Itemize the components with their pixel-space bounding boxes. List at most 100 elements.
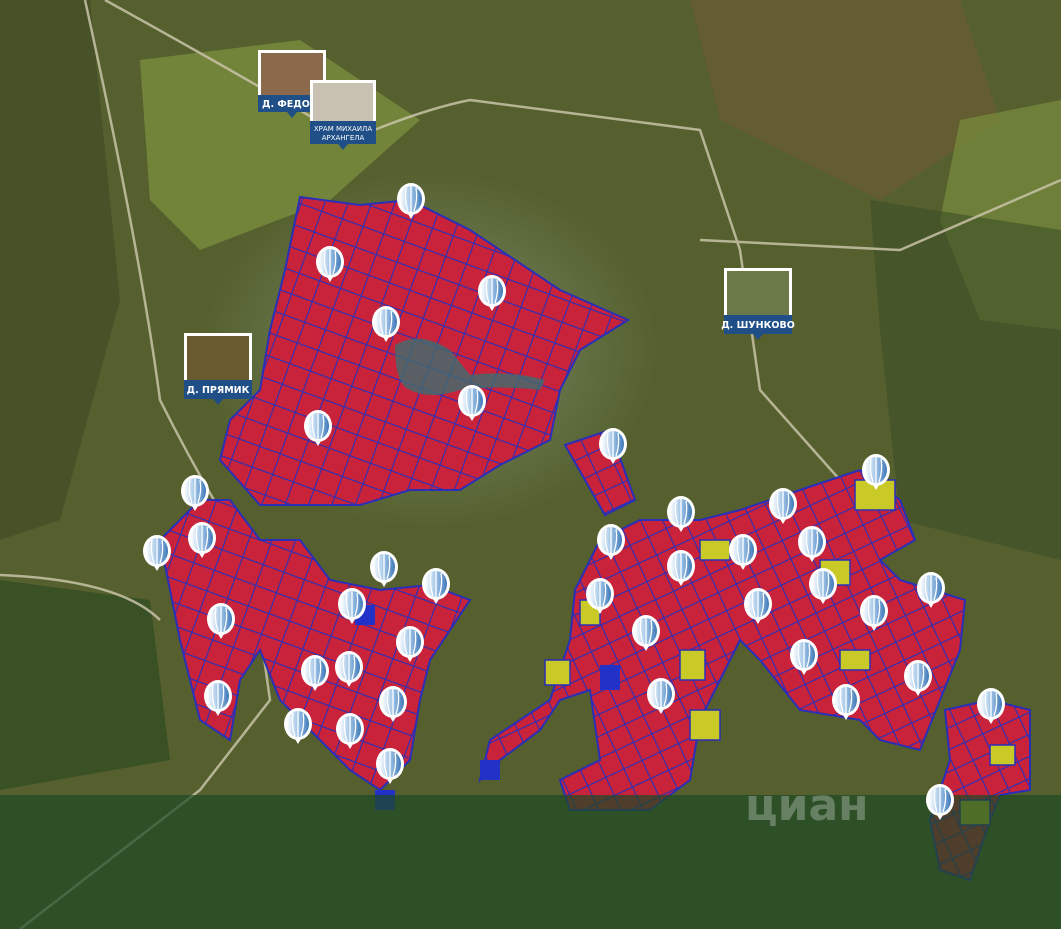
place-label: Д. ШУНКОВО — [721, 320, 795, 331]
card-bar — [724, 315, 792, 334]
balloon-marker[interactable] — [379, 686, 407, 722]
card-photo — [727, 271, 789, 315]
marker-stripes — [736, 537, 750, 563]
balloon-marker[interactable] — [316, 246, 344, 282]
forest-band — [0, 795, 1061, 929]
marker-stripes — [805, 529, 819, 555]
balloon-marker[interactable] — [586, 578, 614, 614]
marker-stripes — [751, 591, 765, 617]
balloon-marker[interactable] — [926, 784, 954, 820]
balloon-marker[interactable] — [632, 615, 660, 651]
balloon-marker[interactable] — [336, 713, 364, 749]
marker-stripes — [924, 575, 938, 601]
marker-stripes — [674, 553, 688, 579]
place-label: Д. ФЕДОВО — [262, 99, 325, 110]
balloon-marker[interactable] — [204, 680, 232, 716]
marker-stripes — [797, 642, 811, 668]
balloon-marker[interactable] — [832, 684, 860, 720]
balloon-marker[interactable] — [422, 568, 450, 604]
marker-stripes — [343, 716, 357, 742]
balloon-marker[interactable] — [744, 588, 772, 624]
balloon-marker[interactable] — [667, 496, 695, 532]
marker-stripes — [377, 554, 391, 580]
marker-stripes — [869, 457, 883, 483]
marker-stripes — [404, 186, 418, 212]
balloon-marker[interactable] — [458, 385, 486, 421]
marker-stripes — [188, 478, 202, 504]
balloon-marker[interactable] — [376, 748, 404, 784]
balloon-marker[interactable] — [860, 595, 888, 631]
marker-stripes — [593, 581, 607, 607]
marker-stripes — [654, 681, 668, 707]
place-label: Д. ПРЯМИК — [187, 385, 250, 396]
card-pointer — [213, 399, 223, 405]
place-card: Д. ПРЯМИК — [184, 333, 252, 405]
watermark: циан — [745, 780, 869, 831]
balloon-marker[interactable] — [809, 568, 837, 604]
balloon-marker[interactable] — [143, 535, 171, 571]
balloon-marker[interactable] — [729, 534, 757, 570]
balloon-marker[interactable] — [284, 708, 312, 744]
balloon-marker[interactable] — [397, 183, 425, 219]
balloon-marker[interactable] — [977, 688, 1005, 724]
balloon-marker[interactable] — [790, 639, 818, 675]
balloon-marker[interactable] — [304, 410, 332, 446]
field — [690, 0, 1000, 200]
marker-stripes — [311, 413, 325, 439]
marker-stripes — [386, 689, 400, 715]
balloon-marker[interactable] — [207, 603, 235, 639]
forest — [0, 580, 170, 790]
marker-stripes — [984, 691, 998, 717]
marker-stripes — [839, 687, 853, 713]
marker-stripes — [639, 618, 653, 644]
balloon-marker[interactable] — [181, 475, 209, 511]
balloon-marker[interactable] — [798, 526, 826, 562]
place-label: ХРАМ МИХАИЛА — [314, 125, 372, 133]
balloon-marker[interactable] — [301, 655, 329, 691]
marker-stripes — [485, 278, 499, 304]
balloon-marker[interactable] — [862, 454, 890, 490]
marker-stripes — [308, 658, 322, 684]
yellow-plots — [544, 479, 1016, 826]
markers — [143, 183, 1005, 820]
marker-stripes — [211, 683, 225, 709]
forest — [0, 0, 120, 540]
pond — [395, 338, 545, 395]
place-card: Д. ШУНКОВО — [721, 268, 795, 340]
place-card: ХРАМ МИХАИЛА АРХАНГЕЛА — [310, 80, 376, 150]
marker-stripes — [816, 571, 830, 597]
place-label: АРХАНГЕЛА — [322, 134, 365, 142]
balloon-marker[interactable] — [338, 588, 366, 624]
card-bar — [258, 95, 326, 112]
marker-stripes — [674, 499, 688, 525]
card-bar — [184, 380, 252, 399]
card-pointer — [287, 112, 297, 118]
marker-stripes — [291, 711, 305, 737]
card-photo — [187, 336, 249, 380]
marker-stripes — [214, 606, 228, 632]
card-bar — [310, 121, 376, 144]
balloon-marker[interactable] — [769, 488, 797, 524]
balloon-marker[interactable] — [917, 572, 945, 608]
balloon-marker[interactable] — [188, 522, 216, 558]
balloon-marker[interactable] — [904, 660, 932, 696]
card-photo — [313, 83, 373, 121]
marker-stripes — [911, 663, 925, 689]
balloon-marker[interactable] — [647, 678, 675, 714]
marker-stripes — [342, 654, 356, 680]
balloon-marker[interactable] — [599, 428, 627, 464]
balloon-marker[interactable] — [370, 551, 398, 587]
marker-stripes — [776, 491, 790, 517]
balloon-marker[interactable] — [396, 626, 424, 662]
balloon-marker[interactable] — [478, 275, 506, 311]
balloon-marker[interactable] — [335, 651, 363, 687]
card-pointer — [753, 334, 763, 340]
balloon-marker[interactable] — [667, 550, 695, 586]
balloon-marker[interactable] — [597, 524, 625, 560]
marker-stripes — [604, 527, 618, 553]
marker-stripes — [345, 591, 359, 617]
marker-stripes — [150, 538, 164, 564]
balloon-marker[interactable] — [372, 306, 400, 342]
